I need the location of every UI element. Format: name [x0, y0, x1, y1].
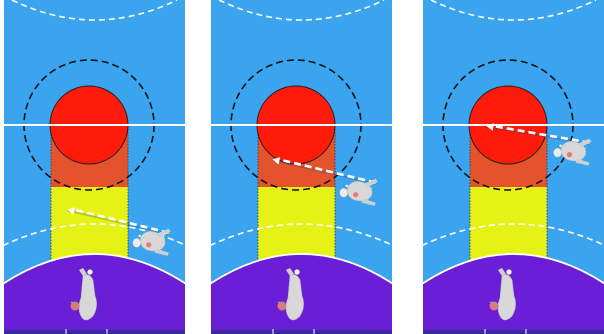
ball-icon	[87, 269, 93, 275]
ball-icon	[506, 269, 512, 275]
zone-yellow	[470, 187, 547, 262]
goal-line	[4, 330, 185, 334]
court-svg	[211, 0, 392, 334]
freethrow-arc	[4, 223, 185, 247]
player-figure-icon	[132, 228, 171, 256]
pass-arrow-icon	[278, 158, 377, 184]
arrow-head-icon	[272, 157, 281, 165]
pass-arrow-icon	[492, 124, 590, 144]
goal-line	[423, 330, 604, 334]
arrow-head-icon	[486, 123, 494, 131]
court-svg	[4, 0, 185, 334]
player-figure-icon	[70, 268, 97, 321]
top-freethrow-arc	[218, 0, 385, 21]
zone-yellow	[258, 187, 335, 262]
player-figure-icon	[489, 268, 516, 321]
court-svg	[423, 0, 604, 334]
player-figure-icon	[277, 268, 304, 321]
arrow-head-icon	[67, 207, 76, 215]
goal-line	[211, 330, 392, 334]
top-freethrow-arc	[11, 0, 178, 21]
court-panel-3	[423, 0, 604, 334]
zone-yellow	[51, 187, 128, 262]
freethrow-arc	[211, 223, 392, 247]
court-panel-1	[4, 0, 185, 334]
court-panel-2	[211, 0, 392, 334]
pass-arrow-icon	[73, 208, 170, 235]
freethrow-arc	[423, 223, 604, 247]
player-figure-icon	[553, 138, 592, 166]
top-freethrow-arc	[430, 0, 597, 21]
ball-icon	[294, 269, 300, 275]
player-figure-icon	[339, 178, 378, 206]
